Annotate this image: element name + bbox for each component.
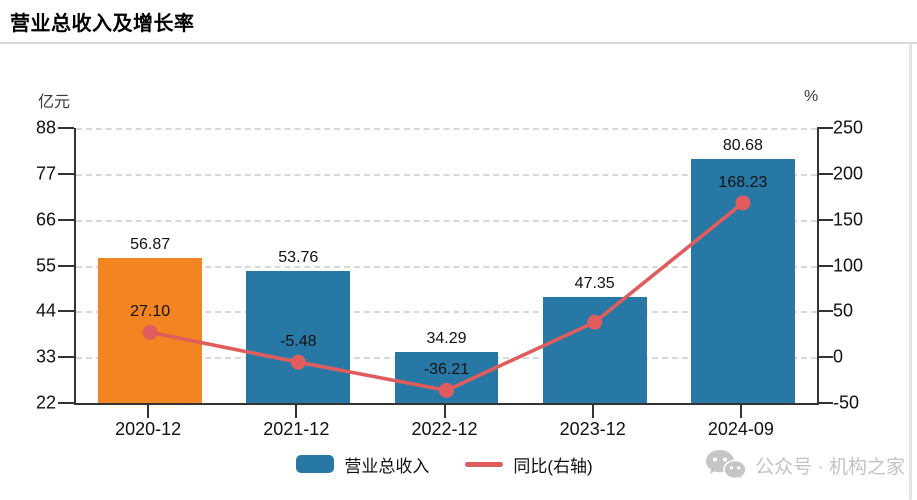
legend-item: 同比(右轴) xyxy=(465,452,593,477)
x-axis-label: 2020-12 xyxy=(115,419,182,439)
bar-value-label: 47.35 xyxy=(574,275,615,293)
x-axis-labels: 2020-12 2021-12 2022-12 2023-12 2024-09 xyxy=(74,419,815,441)
right-axis-tick xyxy=(817,172,833,175)
legend: 营业总收入 同比(右轴) xyxy=(74,451,815,477)
line-point xyxy=(290,354,306,370)
gridline xyxy=(76,128,817,130)
legend-label: 同比(右轴) xyxy=(513,456,593,476)
page-title: 营业总收入及增长率 xyxy=(10,13,195,35)
left-axis-tick-label: 44 xyxy=(35,300,56,321)
gridline xyxy=(76,173,817,176)
right-axis-tick-label: 250 xyxy=(833,117,864,138)
left-axis-tick xyxy=(58,172,74,175)
right-axis-tick xyxy=(817,264,833,267)
bar-value-label: 56.87 xyxy=(130,235,171,253)
x-axis-tick xyxy=(591,405,594,418)
legend-line-swatch xyxy=(465,461,504,467)
left-axis-tick-label: 33 xyxy=(35,346,56,367)
line-value-label: 168.23 xyxy=(718,173,768,191)
line-value-label: -5.48 xyxy=(280,333,317,351)
left-axis-tick xyxy=(58,356,74,359)
title-divider xyxy=(0,42,917,44)
plot-area: 56.87 53.76 34.29 47.35 80.68 27.10 -5.48 -36.2… xyxy=(74,128,819,405)
right-axis-tick-label: 50 xyxy=(833,300,854,321)
footer-brand-text: 公众号 · 机构之家 xyxy=(755,456,905,478)
right-axis-ticks xyxy=(817,127,833,404)
right-axis-tick-label: 0 xyxy=(833,346,844,367)
right-axis-tick-label: 200 xyxy=(833,163,864,184)
bar-value-label: 53.76 xyxy=(278,248,319,266)
left-axis-ticks xyxy=(58,127,74,404)
left-axis-tick-label: 88 xyxy=(35,117,56,138)
line-series xyxy=(142,195,751,398)
left-axis-tick-label: 55 xyxy=(35,255,56,275)
left-axis-tick xyxy=(58,402,74,404)
right-axis-tick xyxy=(817,127,833,129)
wechat-icon xyxy=(706,450,747,482)
left-axis-tick-label: 66 xyxy=(35,209,56,230)
x-axis-tick xyxy=(443,405,446,418)
right-axis-tick-label: 150 xyxy=(833,209,864,230)
x-axis-tick xyxy=(295,405,298,418)
line-point xyxy=(735,195,751,211)
left-axis-tick xyxy=(58,264,74,267)
x-axis-label: 2023-12 xyxy=(559,419,626,439)
line-point xyxy=(142,324,158,340)
left-axis-tick-label: 22 xyxy=(35,392,56,413)
right-axis-tick xyxy=(817,356,833,359)
x-axis-tick xyxy=(739,405,742,418)
legend-bar-swatch xyxy=(296,455,335,473)
left-axis-tick xyxy=(58,127,74,129)
line-value-label: 27.10 xyxy=(130,303,171,321)
scrollbar-strip xyxy=(909,44,912,500)
right-axis-tick-label: -50 xyxy=(833,392,860,413)
footer-brand: 公众号 · 机构之家 xyxy=(704,449,905,482)
legend-label: 营业总收入 xyxy=(344,456,430,476)
x-axis-tick xyxy=(147,405,150,418)
legend-item: 营业总收入 xyxy=(296,452,429,477)
left-axis-unit: 亿元 xyxy=(38,94,71,111)
x-axis-label: 2022-12 xyxy=(411,419,478,439)
right-axis-unit: % xyxy=(804,88,819,105)
bar-value-label: 34.29 xyxy=(426,329,467,347)
line-point xyxy=(439,382,454,398)
line-value-label: -36.21 xyxy=(423,361,470,379)
right-axis-tick xyxy=(817,310,833,313)
x-axis-label: 2021-12 xyxy=(263,419,330,439)
line-point xyxy=(587,314,603,330)
right-axis-tick-label: 100 xyxy=(833,255,864,275)
bar xyxy=(246,270,351,403)
right-axis-tick xyxy=(817,218,833,221)
right-axis-tick xyxy=(817,402,833,404)
gridline xyxy=(76,265,817,268)
gridline xyxy=(76,311,817,314)
left-axis-tick-labels: 22 33 44 55 66 77 88 xyxy=(0,118,56,413)
x-axis-label: 2024-09 xyxy=(707,419,774,439)
left-axis-tick xyxy=(58,310,74,313)
left-axis-tick xyxy=(58,218,74,221)
left-axis-tick-label: 77 xyxy=(35,163,56,184)
x-axis-ticks xyxy=(74,405,815,419)
right-axis-tick-labels: -50 0 50 100 150 200 250 xyxy=(833,118,893,413)
gridline xyxy=(76,219,817,222)
bar-value-label: 80.68 xyxy=(722,136,763,154)
